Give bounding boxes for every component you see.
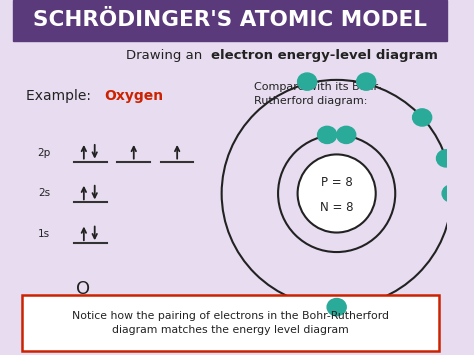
Text: P = 8: P = 8 <box>321 176 353 189</box>
Text: SCHRÖDINGER'S ATOMIC MODEL: SCHRÖDINGER'S ATOMIC MODEL <box>33 10 428 31</box>
Text: Drawing an: Drawing an <box>126 49 207 61</box>
Ellipse shape <box>412 109 432 126</box>
Text: 1s: 1s <box>38 229 50 239</box>
Text: Compare with its Bohr-
Rutherford diagram:: Compare with its Bohr- Rutherford diagra… <box>254 82 382 106</box>
Ellipse shape <box>442 185 461 202</box>
Ellipse shape <box>318 126 337 143</box>
Ellipse shape <box>437 150 456 167</box>
Bar <box>13 0 447 41</box>
Text: 2s: 2s <box>38 189 50 198</box>
Text: Example:: Example: <box>27 89 96 103</box>
Text: 2p: 2p <box>37 148 50 158</box>
Text: electron energy-level diagram: electron energy-level diagram <box>211 49 438 61</box>
Ellipse shape <box>337 126 356 143</box>
Text: N = 8: N = 8 <box>320 201 354 214</box>
Ellipse shape <box>327 299 346 316</box>
Text: Oxygen: Oxygen <box>104 89 164 103</box>
Ellipse shape <box>298 73 317 90</box>
Ellipse shape <box>298 154 376 233</box>
Text: O: O <box>76 280 90 298</box>
Ellipse shape <box>356 73 376 90</box>
Text: Notice how the pairing of electrons in the Bohr-Rutherford
diagram matches the e: Notice how the pairing of electrons in t… <box>72 311 389 335</box>
FancyBboxPatch shape <box>22 295 438 351</box>
